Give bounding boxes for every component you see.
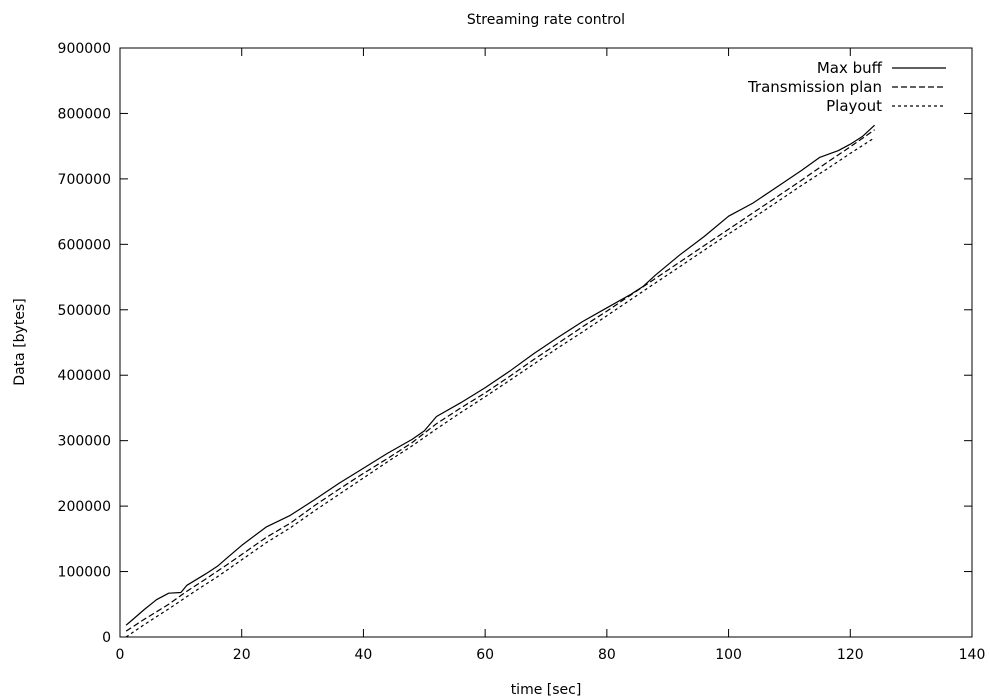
x-tick-label: 60 [476, 647, 494, 663]
legend-label-2: Playout [826, 97, 882, 115]
x-tick-label: 0 [116, 647, 125, 663]
y-axis-title: Data [bytes] [12, 298, 28, 385]
y-tick-label: 700000 [58, 172, 111, 188]
y-tick-label: 200000 [58, 499, 111, 515]
legend-label-0: Max buff [817, 59, 883, 77]
y-tick-label: 400000 [58, 368, 111, 384]
series-line-0 [125, 124, 876, 626]
x-tick-label: 120 [837, 647, 864, 663]
y-tick-label: 100000 [58, 565, 111, 581]
x-axis: 0 20 40 60 80 100 120 140 [116, 48, 986, 663]
x-tick-label: 80 [598, 647, 616, 663]
series-line-2 [125, 137, 875, 638]
x-tick-label: 100 [715, 647, 742, 663]
y-tick-label: 0 [102, 630, 111, 646]
chart-title: Streaming rate control [467, 12, 625, 28]
series-line-1 [125, 129, 875, 632]
series-layer [125, 124, 876, 638]
x-tick-label: 20 [233, 647, 251, 663]
x-axis-title: time [sec] [511, 682, 582, 698]
y-axis: 0 100000 200000 300000 400000 500000 600000 700… [58, 41, 972, 646]
legend-label-1: Transmission plan [747, 78, 882, 96]
y-tick-label: 600000 [58, 237, 111, 253]
y-tick-label: 300000 [58, 434, 111, 450]
x-tick-label: 140 [959, 647, 986, 663]
y-tick-label: 500000 [58, 303, 111, 319]
y-tick-label: 900000 [58, 41, 111, 57]
plot-frame [119, 47, 973, 638]
y-tick-label: 800000 [58, 106, 111, 122]
x-tick-label: 40 [355, 647, 373, 663]
